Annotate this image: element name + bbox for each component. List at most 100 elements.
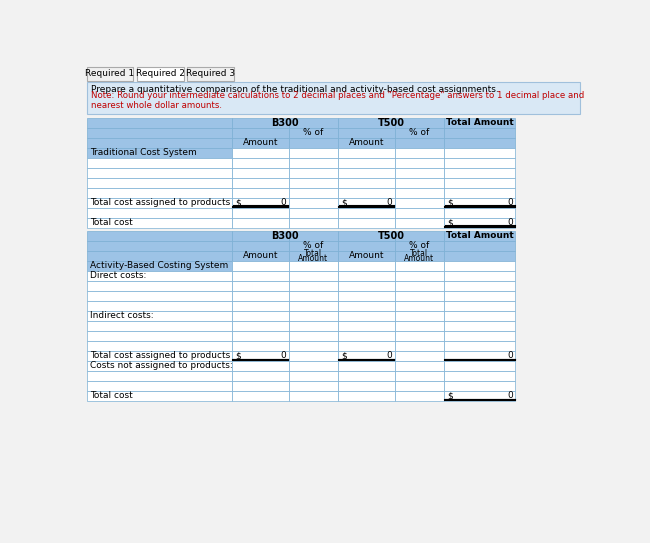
Bar <box>232 187 289 198</box>
Bar <box>395 148 444 157</box>
Bar <box>395 291 444 301</box>
Text: Costs not assigned to products:: Costs not assigned to products: <box>90 361 233 370</box>
Bar <box>395 261 444 271</box>
Bar <box>444 371 515 381</box>
Bar <box>338 207 395 218</box>
Bar <box>232 128 289 137</box>
Bar <box>187 67 234 80</box>
Bar <box>289 351 338 361</box>
Text: 0: 0 <box>508 392 513 400</box>
Text: Total cost: Total cost <box>90 392 133 400</box>
Bar <box>86 391 232 401</box>
Text: Amount: Amount <box>298 254 328 263</box>
Bar <box>395 251 444 261</box>
Bar <box>86 168 232 178</box>
Text: 0: 0 <box>508 218 513 227</box>
Bar <box>338 137 395 148</box>
Text: Total: Total <box>304 249 322 258</box>
Text: 0: 0 <box>508 351 513 361</box>
Bar <box>338 371 395 381</box>
Bar <box>444 178 515 187</box>
Bar <box>395 381 444 391</box>
Bar <box>232 157 289 168</box>
Bar <box>289 168 338 178</box>
Bar <box>289 251 338 261</box>
Bar <box>395 361 444 371</box>
Bar <box>86 218 232 228</box>
Text: % of: % of <box>304 128 324 137</box>
Bar <box>395 137 444 148</box>
Bar <box>289 241 338 251</box>
Bar <box>289 361 338 371</box>
Bar <box>338 231 395 241</box>
Text: Total Amount: Total Amount <box>446 231 514 240</box>
Bar <box>137 67 183 80</box>
Text: Amount: Amount <box>242 138 278 147</box>
Bar <box>444 311 515 321</box>
Bar <box>86 198 232 207</box>
Bar <box>444 198 515 207</box>
Bar <box>444 361 515 371</box>
Bar <box>86 311 232 321</box>
Bar <box>86 281 232 291</box>
Text: 0: 0 <box>281 351 287 361</box>
Bar <box>232 241 289 251</box>
Bar <box>86 187 232 198</box>
Bar <box>86 331 232 341</box>
Bar <box>444 117 515 128</box>
Bar <box>86 157 232 168</box>
Bar <box>338 198 395 207</box>
Bar <box>86 361 232 371</box>
Bar <box>232 218 289 228</box>
Bar <box>232 311 289 321</box>
Text: $: $ <box>447 392 453 400</box>
Bar <box>338 281 395 291</box>
Bar <box>395 321 444 331</box>
Text: % of: % of <box>304 241 324 250</box>
Bar <box>395 391 444 401</box>
Bar <box>444 301 515 311</box>
Text: B300: B300 <box>271 231 299 241</box>
Bar <box>232 341 289 351</box>
Bar <box>232 331 289 341</box>
Bar <box>444 251 515 261</box>
Bar <box>444 137 515 148</box>
Text: T500: T500 <box>378 231 404 241</box>
Bar <box>232 321 289 331</box>
Bar <box>395 311 444 321</box>
Text: Indirect costs:: Indirect costs: <box>90 311 153 320</box>
Bar <box>289 157 338 168</box>
Text: Direct costs:: Direct costs: <box>90 272 146 280</box>
Bar <box>289 207 338 218</box>
Bar <box>86 301 232 311</box>
Bar <box>338 178 395 187</box>
Bar <box>232 361 289 371</box>
Bar <box>232 207 289 218</box>
Bar <box>289 291 338 301</box>
Bar <box>289 271 338 281</box>
Bar <box>232 261 289 271</box>
Bar <box>86 82 580 115</box>
Bar <box>289 391 338 401</box>
Bar <box>289 117 338 128</box>
Text: Activity-Based Costing System: Activity-Based Costing System <box>90 261 228 270</box>
Text: Amount: Amount <box>348 251 384 260</box>
Text: 0: 0 <box>281 198 287 207</box>
Bar <box>86 241 232 251</box>
Text: $: $ <box>447 218 453 227</box>
Bar <box>395 271 444 281</box>
Bar <box>444 351 515 361</box>
Bar <box>395 241 444 251</box>
Text: 0: 0 <box>387 351 393 361</box>
Text: Total cost: Total cost <box>90 218 133 227</box>
Bar <box>444 148 515 157</box>
Bar <box>395 231 444 241</box>
Bar <box>395 351 444 361</box>
Bar <box>338 311 395 321</box>
Bar <box>395 341 444 351</box>
Bar <box>338 251 395 261</box>
Bar <box>86 137 232 148</box>
Bar <box>338 321 395 331</box>
Bar <box>86 207 232 218</box>
Bar <box>289 341 338 351</box>
